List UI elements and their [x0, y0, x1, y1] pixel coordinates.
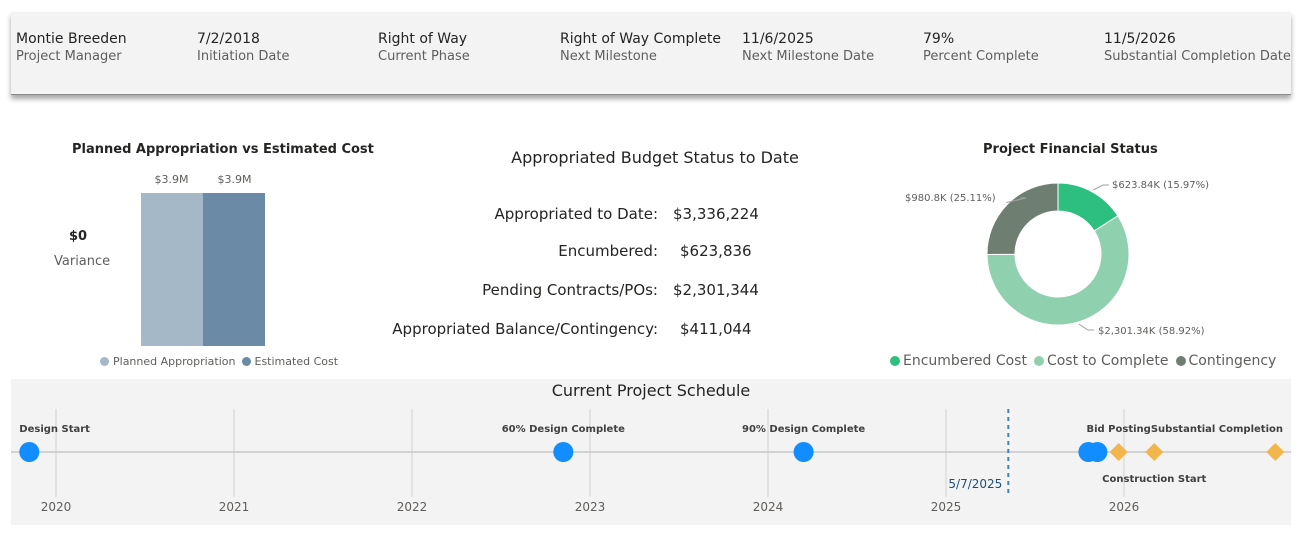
milestone-marker-circle[interactable] [19, 442, 40, 462]
budget-row-label: Appropriated Balance/Contingency: [392, 320, 658, 338]
financial-legend: Encumbered Cost Cost to Complete Conting… [890, 353, 1276, 369]
year-tick-label: 2021 [219, 500, 250, 514]
slice-label-encumbered: $623.84K (15.97%) [1112, 180, 1210, 191]
budget-row-value: $411,044 [680, 320, 752, 338]
timeline-chart: 2020 2021 2022 2023 2024 2025 2026 5/7/2025 Desi… [11, 409, 1291, 514]
milestone-marker-diamond[interactable] [1109, 443, 1128, 461]
slice-leader-line [1006, 197, 1027, 204]
kpi-label: Percent Complete [923, 49, 1039, 64]
kpi-next-milestone-date: 11/6/2025 Next Milestone Date [742, 31, 874, 64]
bar-data-label: $3.9M [154, 173, 189, 186]
milestone-label: Substantial Completion [1151, 424, 1283, 435]
legend-label: Cost to Complete [1046, 353, 1169, 369]
header-card: Montie Breeden Project Manager 7/2/2018 … [11, 12, 1291, 95]
kpi-value: 7/2/2018 [197, 31, 260, 47]
budget-row-balance: Appropriated Balance/Contingency: $411,0… [300, 320, 760, 342]
kpi-value: Montie Breeden [16, 31, 127, 47]
milestone-label: 60% Design Complete [502, 424, 625, 435]
budget-row-value: $3,336,224 [673, 205, 759, 223]
legend-dot [241, 357, 251, 366]
milestone-marker-diamond[interactable] [1266, 443, 1285, 461]
slice-label-contingency: $980.8K (25.11%) [905, 193, 996, 204]
kpi-value: 11/6/2025 [742, 31, 814, 47]
legend-dot [100, 357, 109, 366]
kpi-label: Next Milestone [560, 49, 657, 64]
variance-value: $0 [69, 229, 88, 244]
milestone-marker-circle[interactable] [1087, 442, 1108, 462]
schedule-title: Current Project Schedule [551, 381, 751, 400]
milestone-label: Construction Start [1102, 474, 1206, 485]
variance-label: Variance [54, 254, 111, 269]
today-label: 5/7/2025 [948, 477, 1002, 491]
budget-row-value: $2,301,344 [673, 281, 759, 299]
legend-dot [1033, 356, 1044, 366]
kpi-initiation-date: 7/2/2018 Initiation Date [197, 31, 289, 64]
legend-label: Planned Appropriation [113, 355, 236, 368]
kpi-label: Initiation Date [197, 49, 290, 64]
kpi-value: Right of Way Complete [560, 31, 721, 47]
donut-slice-contingency[interactable] [986, 182, 1059, 255]
slice-leader-line [1078, 323, 1094, 331]
year-tick-label: 2024 [753, 500, 784, 514]
slice-leader-line [1092, 184, 1109, 191]
legend-label: Contingency [1188, 353, 1277, 369]
kpi-label: Project Manager [16, 49, 122, 64]
legend-dot [1175, 356, 1186, 366]
budget-row-label: Pending Contracts/POs: [482, 281, 658, 299]
budget-status-title: Appropriated Budget Status to Date [511, 148, 799, 167]
slice-label-cost-to-complete: $2,301.34K (58.92%) [1098, 326, 1205, 337]
kpi-percent-complete: 79% Percent Complete [923, 31, 1039, 64]
year-tick-label: 2026 [1109, 500, 1140, 514]
bar-estimated-cost[interactable] [203, 193, 265, 346]
financial-status-title: Project Financial Status [983, 142, 1158, 157]
budget-row-appropriated: Appropriated to Date: $3,336,224 [300, 205, 760, 227]
year-tick-label: 2025 [931, 500, 962, 514]
year-tick-label: 2023 [575, 500, 606, 514]
budget-row-value: $623,836 [680, 242, 752, 260]
kpi-label: Substantial Completion Date [1104, 49, 1291, 64]
appropriation-legend: Planned Appropriation Estimated Cost [100, 355, 338, 368]
milestone-marker-circle[interactable] [793, 442, 814, 462]
kpi-label: Next Milestone Date [742, 49, 875, 64]
milestone-label: 90% Design Complete [742, 424, 865, 435]
legend-label: Estimated Cost [254, 355, 339, 368]
milestone-label: Design Start [19, 424, 90, 435]
legend-label: Encumbered Cost [903, 353, 1027, 369]
kpi-next-milestone: Right of Way Complete Next Milestone [560, 31, 721, 64]
milestone-marker-circle[interactable] [553, 442, 574, 462]
donut-slice-cost-to-complete[interactable] [986, 215, 1130, 326]
donut-slice-encumbered[interactable] [1057, 182, 1119, 232]
bar-planned-appropriation[interactable] [141, 193, 203, 346]
legend-dot [890, 356, 900, 366]
kpi-project-manager: Montie Breeden Project Manager [16, 31, 127, 64]
budget-row-label: Encumbered: [558, 242, 658, 260]
bar-data-label: $3.9M [217, 173, 252, 186]
appropriation-title: Planned Appropriation vs Estimated Cost [72, 142, 374, 157]
kpi-label: Current Phase [378, 49, 470, 64]
budget-row-pending: Pending Contracts/POs: $2,301,344 [300, 281, 760, 303]
budget-row-label: Appropriated to Date: [494, 205, 659, 223]
year-tick-label: 2022 [397, 500, 428, 514]
kpi-value: 79% [923, 31, 955, 47]
milestone-label: Bid Posting [1086, 424, 1150, 435]
budget-row-encumbered: Encumbered: $623,836 [300, 242, 760, 264]
year-tick-label: 2020 [41, 500, 72, 514]
kpi-substantial-completion-date: 11/5/2026 Substantial Completion Date [1104, 31, 1291, 64]
kpi-current-phase: Right of Way Current Phase [378, 31, 470, 64]
kpi-value: Right of Way [378, 31, 468, 47]
kpi-value: 11/5/2026 [1104, 31, 1176, 47]
milestone-marker-diamond[interactable] [1145, 443, 1164, 461]
schedule-visual[interactable]: 2020 2021 2022 2023 2024 2025 2026 5/7/2025 Desi… [11, 379, 1291, 525]
